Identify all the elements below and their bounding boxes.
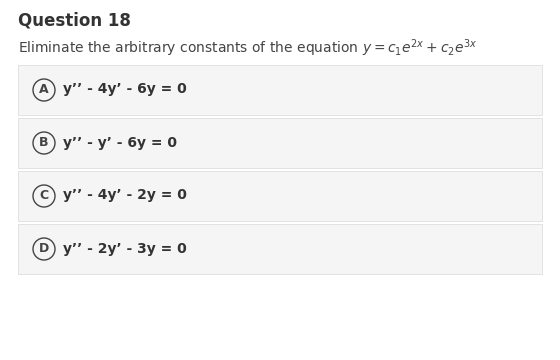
Text: C: C xyxy=(39,189,49,202)
Text: y’’ - 2y’ - 3y = 0: y’’ - 2y’ - 3y = 0 xyxy=(63,242,186,256)
FancyBboxPatch shape xyxy=(18,118,542,168)
Text: A: A xyxy=(39,83,49,96)
Text: B: B xyxy=(39,136,49,149)
Text: Question 18: Question 18 xyxy=(18,12,131,30)
Text: y’’ - y’ - 6y = 0: y’’ - y’ - 6y = 0 xyxy=(63,135,177,149)
Text: y’’ - 4y’ - 2y = 0: y’’ - 4y’ - 2y = 0 xyxy=(63,189,187,202)
FancyBboxPatch shape xyxy=(18,224,542,274)
FancyBboxPatch shape xyxy=(18,171,542,221)
Text: Eliminate the arbitrary constants of the equation $y = c_1e^{2x} + c_2e^{3x}$: Eliminate the arbitrary constants of the… xyxy=(18,37,478,59)
Text: D: D xyxy=(39,242,49,255)
FancyBboxPatch shape xyxy=(18,65,542,115)
Text: y’’ - 4y’ - 6y = 0: y’’ - 4y’ - 6y = 0 xyxy=(63,82,186,96)
